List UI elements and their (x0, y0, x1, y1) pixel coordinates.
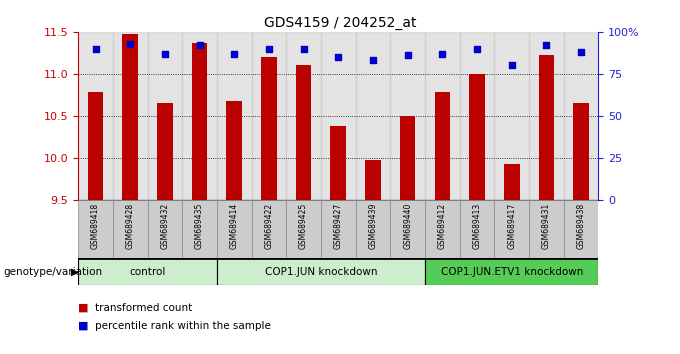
Bar (226, 101, 242, 200)
FancyBboxPatch shape (113, 200, 148, 258)
Bar (390, 32, 425, 200)
Bar (469, 74, 485, 200)
Bar (330, 126, 346, 200)
Text: GSM689425: GSM689425 (299, 203, 308, 249)
Bar (113, 32, 148, 200)
FancyBboxPatch shape (356, 200, 390, 258)
Text: genotype/variation: genotype/variation (3, 267, 103, 277)
FancyBboxPatch shape (78, 258, 217, 285)
Bar (573, 103, 589, 200)
Text: percentile rank within the sample: percentile rank within the sample (95, 321, 271, 331)
Point (263, 46, 274, 51)
Bar (435, 92, 450, 200)
Point (437, 51, 447, 57)
FancyBboxPatch shape (286, 200, 321, 258)
Text: COP1.JUN.ETV1 knockdown: COP1.JUN.ETV1 knockdown (441, 267, 583, 277)
Text: GSM689435: GSM689435 (195, 203, 204, 249)
Bar (365, 160, 381, 200)
Point (575, 49, 586, 55)
Point (402, 52, 413, 58)
FancyBboxPatch shape (217, 200, 252, 258)
Point (333, 54, 343, 60)
Text: GDS4159 / 204252_at: GDS4159 / 204252_at (264, 16, 416, 30)
Bar (296, 65, 311, 200)
Text: ▶: ▶ (71, 267, 79, 277)
Bar (539, 55, 554, 200)
FancyBboxPatch shape (78, 200, 113, 258)
Bar (148, 32, 182, 200)
FancyBboxPatch shape (182, 200, 217, 258)
Text: GSM689438: GSM689438 (577, 203, 585, 249)
Text: GSM689432: GSM689432 (160, 203, 169, 249)
Text: GSM689427: GSM689427 (334, 203, 343, 249)
Bar (88, 92, 103, 200)
Point (541, 42, 551, 48)
Bar (217, 32, 252, 200)
FancyBboxPatch shape (217, 258, 425, 285)
Point (228, 51, 239, 57)
Bar (494, 32, 529, 200)
Bar (321, 32, 356, 200)
FancyBboxPatch shape (252, 200, 286, 258)
Point (367, 58, 378, 63)
Point (124, 41, 135, 46)
FancyBboxPatch shape (529, 200, 564, 258)
Bar (529, 32, 564, 200)
Point (159, 51, 170, 57)
Text: GSM689414: GSM689414 (230, 203, 239, 249)
Bar (400, 116, 415, 200)
Bar (182, 32, 217, 200)
Bar (261, 57, 277, 200)
FancyBboxPatch shape (425, 200, 460, 258)
Bar (122, 34, 138, 200)
Text: ■: ■ (78, 321, 88, 331)
Text: GSM689418: GSM689418 (91, 203, 100, 249)
Text: transformed count: transformed count (95, 303, 192, 313)
Text: GSM689439: GSM689439 (369, 203, 377, 249)
Bar (252, 32, 286, 200)
FancyBboxPatch shape (321, 200, 356, 258)
FancyBboxPatch shape (460, 200, 494, 258)
Bar (356, 32, 390, 200)
FancyBboxPatch shape (390, 200, 425, 258)
FancyBboxPatch shape (564, 200, 598, 258)
Text: COP1.JUN knockdown: COP1.JUN knockdown (265, 267, 377, 277)
Text: ■: ■ (78, 303, 88, 313)
Bar (157, 103, 173, 200)
Point (506, 63, 517, 68)
FancyBboxPatch shape (494, 200, 529, 258)
Text: GSM689440: GSM689440 (403, 203, 412, 249)
Point (90, 46, 101, 51)
Text: GSM689417: GSM689417 (507, 203, 516, 249)
FancyBboxPatch shape (148, 200, 182, 258)
Text: GSM689413: GSM689413 (473, 203, 481, 249)
Text: control: control (129, 267, 166, 277)
Text: GSM689431: GSM689431 (542, 203, 551, 249)
Point (194, 42, 205, 48)
Text: GSM689412: GSM689412 (438, 203, 447, 249)
Text: GSM689422: GSM689422 (265, 203, 273, 249)
Text: GSM689428: GSM689428 (126, 203, 135, 249)
Bar (286, 32, 321, 200)
Point (471, 46, 482, 51)
Bar (78, 32, 113, 200)
Bar (425, 32, 460, 200)
Bar (192, 43, 207, 200)
FancyBboxPatch shape (425, 258, 598, 285)
Bar (564, 32, 598, 200)
Point (298, 46, 309, 51)
Bar (460, 32, 494, 200)
Bar (504, 164, 520, 200)
